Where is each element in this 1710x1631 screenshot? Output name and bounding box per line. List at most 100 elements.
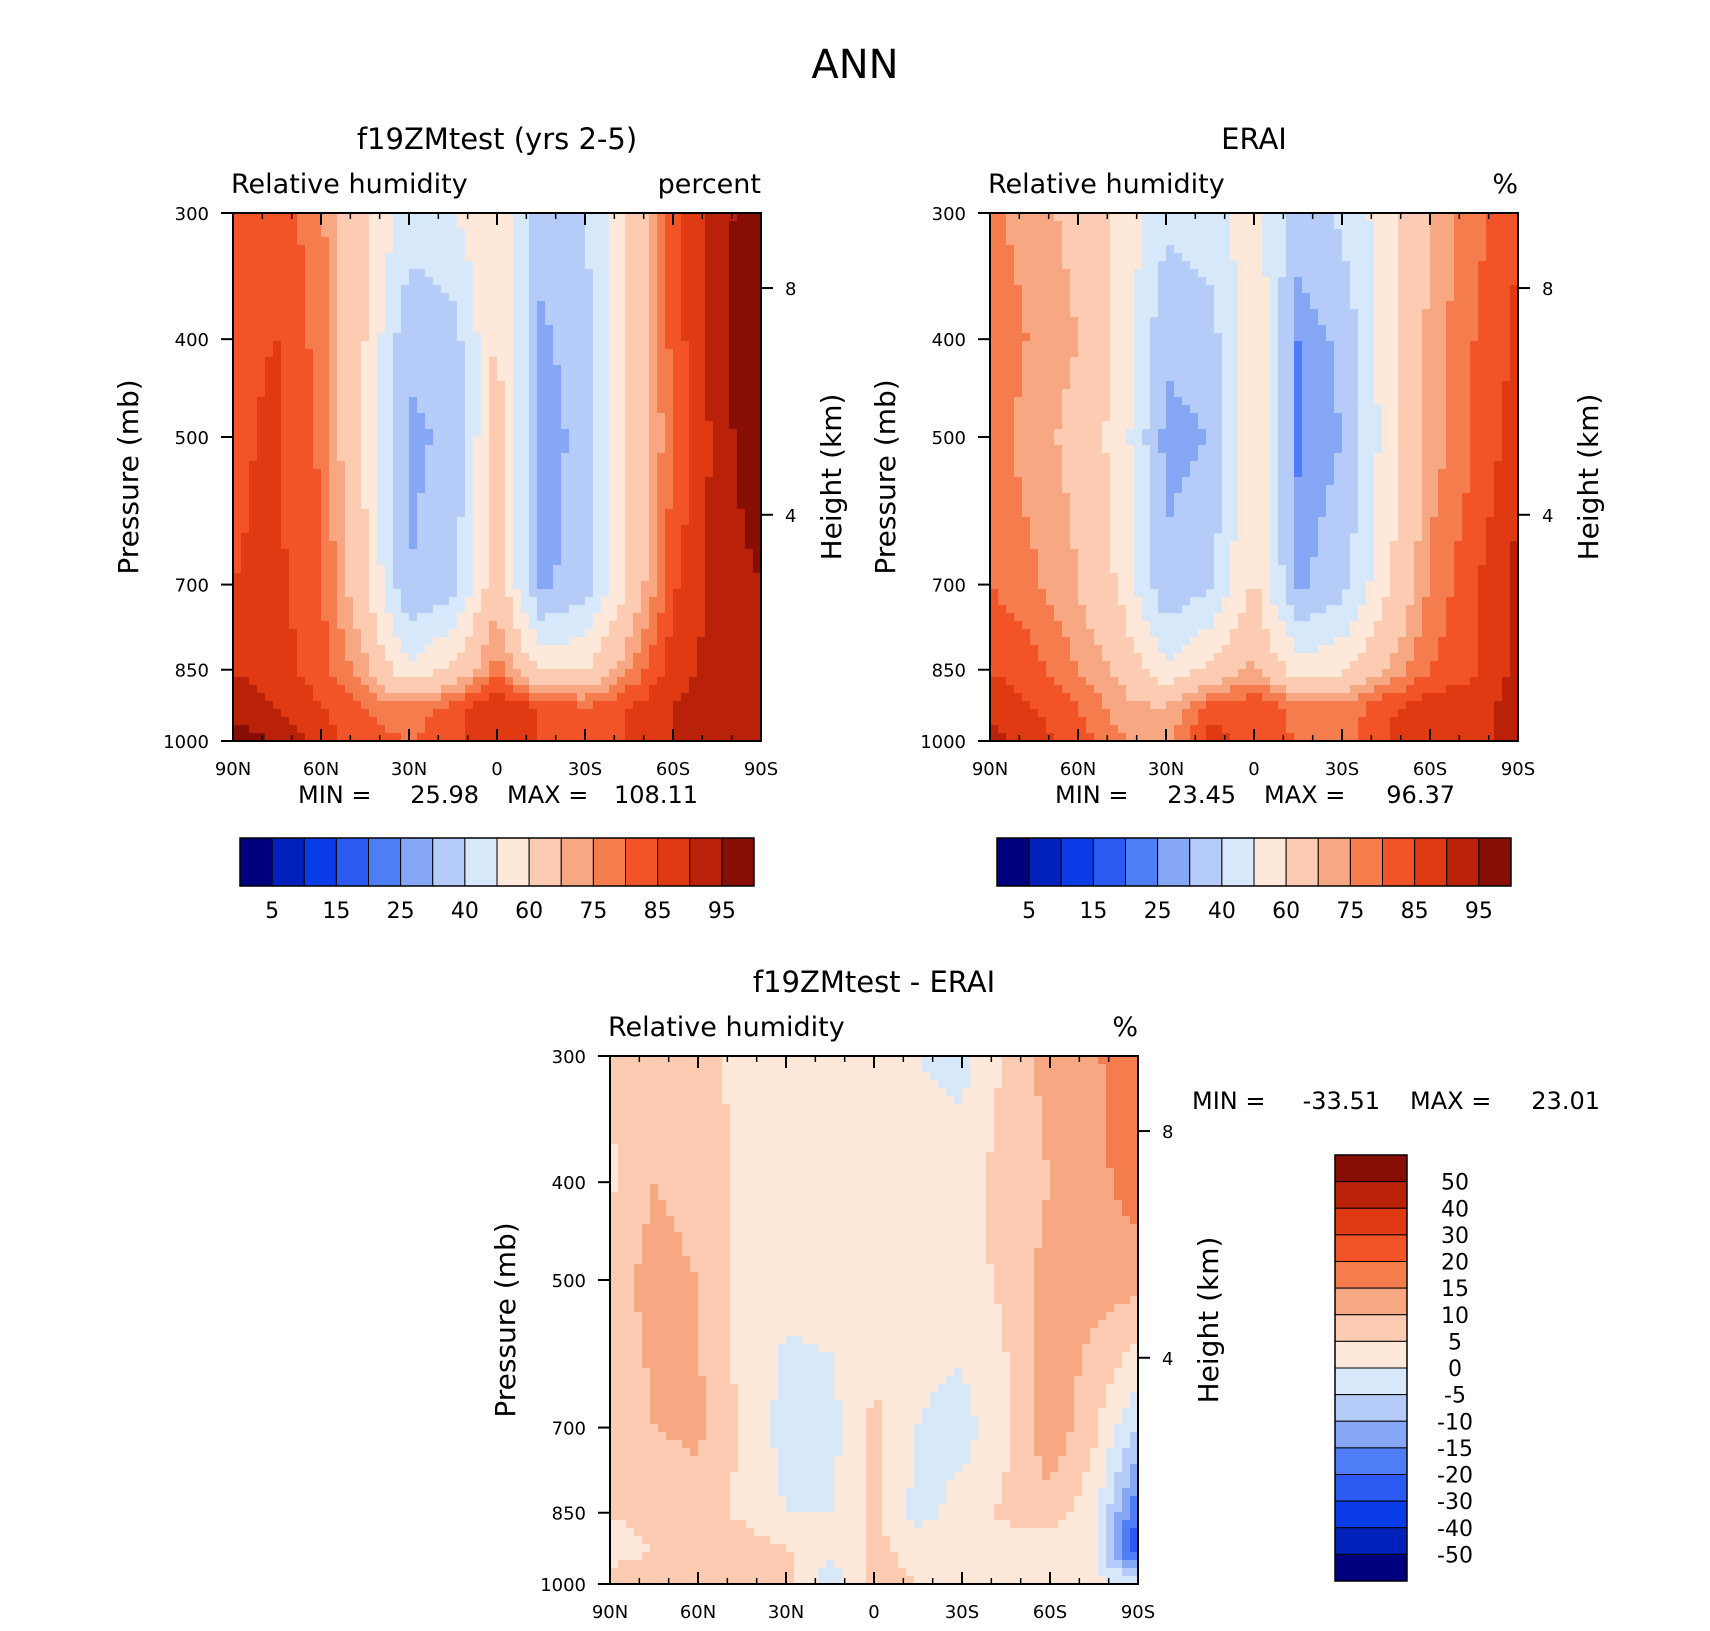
contour-cell	[361, 237, 370, 246]
contour-cell	[369, 517, 378, 526]
contour-cell	[657, 429, 666, 438]
contour-cell	[585, 437, 594, 446]
contour-cell	[625, 525, 634, 534]
contour-cell	[593, 517, 602, 526]
contour-cell	[1198, 245, 1207, 254]
contour-cell	[457, 605, 466, 614]
contour-cell	[713, 501, 722, 510]
contour-cell	[329, 381, 338, 390]
contour-cell	[649, 693, 658, 702]
contour-cell	[737, 541, 746, 550]
contour-cell	[1510, 229, 1518, 238]
contour-cell	[313, 429, 322, 438]
contour-cell	[257, 245, 266, 254]
contour-cell	[321, 525, 330, 534]
contour-cell	[657, 605, 666, 614]
contour-cell	[729, 573, 738, 582]
contour-cell	[753, 381, 761, 390]
contour-cell	[585, 269, 594, 278]
contour-cell	[401, 549, 410, 558]
contour-cell	[305, 653, 314, 662]
contour-cell	[353, 541, 362, 550]
contour-cell	[465, 637, 474, 646]
contour-cell	[561, 333, 570, 342]
contour-cell	[265, 549, 274, 558]
contour-cell	[385, 709, 394, 718]
contour-cell	[361, 677, 370, 686]
contour-cell	[689, 701, 698, 710]
contour-cell	[313, 269, 322, 278]
contour-cell	[609, 533, 618, 542]
contour-cell	[633, 429, 642, 438]
contour-cell	[569, 237, 578, 246]
contour-cell	[609, 301, 618, 310]
contour-cell	[1382, 269, 1391, 278]
contour-cell	[569, 733, 578, 741]
contour-cell	[313, 677, 322, 686]
contour-cell	[529, 373, 538, 382]
contour-cell	[465, 397, 474, 406]
contour-cell	[689, 645, 698, 654]
contour-cell	[593, 621, 602, 630]
contour-cell	[753, 485, 761, 494]
contour-cell	[665, 717, 674, 726]
contour-cell	[505, 293, 514, 302]
contour-cell	[481, 461, 490, 470]
contour-cell	[489, 661, 498, 670]
contour-cell	[617, 493, 626, 502]
contour-cell	[353, 621, 362, 630]
contour-cell	[625, 413, 634, 422]
contour-cell	[681, 525, 690, 534]
contour-cell	[441, 581, 450, 590]
contour-cell	[441, 397, 450, 406]
contour-cell	[417, 669, 426, 678]
contour-cell	[569, 253, 578, 262]
contour-cell	[233, 381, 242, 390]
contour-cell	[697, 533, 706, 542]
contour-cell	[537, 637, 546, 646]
contour-cell	[497, 293, 506, 302]
contour-cell	[745, 445, 754, 454]
contour-cell	[1174, 221, 1183, 230]
contour-cell	[705, 453, 714, 462]
contour-cell	[457, 645, 466, 654]
contour-cell	[673, 293, 682, 302]
contour-cell	[529, 637, 538, 646]
contour-cell	[633, 365, 642, 374]
contour-cell	[425, 365, 434, 374]
contour-cell	[265, 349, 274, 358]
contour-cell	[289, 445, 298, 454]
contour-cell	[401, 677, 410, 686]
contour-cell	[721, 405, 730, 414]
contour-cell	[345, 349, 354, 358]
contour-cell	[473, 717, 482, 726]
contour-cell	[609, 605, 618, 614]
contour-cell	[537, 293, 546, 302]
contour-cell	[1350, 213, 1359, 222]
contour-cell	[425, 333, 434, 342]
contour-cell	[721, 517, 730, 526]
contour-cell	[313, 317, 322, 326]
contour-cell	[745, 373, 754, 382]
contour-cell	[633, 245, 642, 254]
contour-cell	[1174, 269, 1183, 278]
contour-cell	[633, 557, 642, 566]
contour-cell	[1238, 237, 1247, 246]
contour-cell	[481, 581, 490, 590]
contour-cell	[289, 629, 298, 638]
contour-cell	[545, 381, 554, 390]
contour-cell	[313, 701, 322, 710]
contour-cell	[241, 453, 250, 462]
contour-cell	[465, 381, 474, 390]
contour-cell	[1126, 221, 1135, 230]
contour-cell	[705, 661, 714, 670]
contour-cell	[433, 437, 442, 446]
contour-cell	[1294, 213, 1303, 222]
contour-cell	[753, 261, 761, 270]
contour-cell	[641, 445, 650, 454]
contour-cell	[249, 685, 258, 694]
contour-cell	[537, 629, 546, 638]
contour-cell	[241, 525, 250, 534]
contour-cell	[385, 693, 394, 702]
contour-cell	[1182, 237, 1191, 246]
